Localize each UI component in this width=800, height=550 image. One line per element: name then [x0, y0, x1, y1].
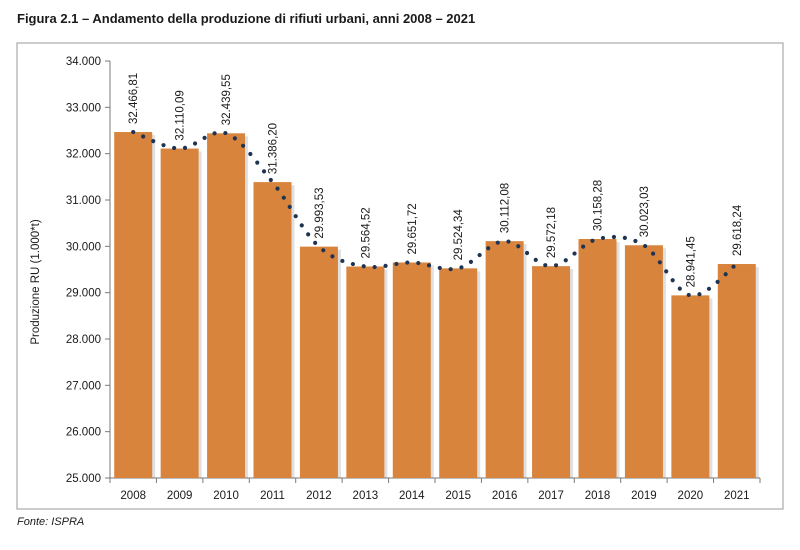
- bars: [114, 132, 759, 479]
- bar: [253, 182, 292, 478]
- y-tick-label: 31.000: [66, 195, 101, 207]
- y-tick-label: 34.000: [66, 56, 101, 68]
- y-tick-label: 27.000: [66, 380, 101, 392]
- x-tick-label: 2009: [167, 490, 193, 502]
- y-tick-label: 33.000: [66, 102, 101, 114]
- bar: [717, 264, 756, 478]
- data-label: 32.466,81: [128, 73, 140, 124]
- bar: [439, 268, 478, 478]
- bar: [532, 266, 571, 478]
- y-tick-label: 29.000: [66, 288, 101, 300]
- y-tick-label: 25.000: [66, 473, 101, 485]
- y-axis-label: Produzione RU (1.000*t): [30, 219, 42, 344]
- data-label: 29.618,24: [732, 204, 744, 256]
- data-label: 28.941,45: [685, 236, 697, 287]
- y-axis-ticks: 25.000 26.000 27.000 28.000 29.000 30.000 31.0…: [66, 56, 110, 485]
- data-label: 29.524,34: [453, 209, 465, 261]
- bar: [671, 295, 710, 478]
- x-tick-label: 2011: [260, 490, 285, 502]
- data-label: 29.572,18: [546, 207, 558, 258]
- data-label: 29.651,72: [407, 203, 419, 254]
- bar: [485, 241, 524, 478]
- x-tick-label: 2010: [213, 490, 239, 502]
- x-tick-label: 2013: [353, 490, 379, 502]
- data-label: 32.110,09: [175, 90, 187, 140]
- x-tick-label: 2021: [724, 490, 750, 502]
- data-label: 32.439,55: [221, 74, 233, 125]
- source-note: Fonte: ISPRA: [17, 516, 85, 528]
- figure-title: Figura 2.1 – Andamento della produzione …: [17, 11, 476, 26]
- data-label: 30.158,28: [593, 180, 605, 231]
- x-tick-label: 2019: [631, 490, 657, 502]
- data-label: 29.993,53: [314, 187, 326, 238]
- y-tick-label: 30.000: [66, 241, 101, 253]
- x-tick-label: 2020: [678, 490, 704, 502]
- data-label: 29.564,52: [360, 207, 372, 258]
- x-tick-label: 2016: [492, 490, 518, 502]
- bar: [207, 133, 246, 479]
- bar: [392, 262, 431, 478]
- bar: [624, 245, 663, 478]
- bar: [578, 238, 617, 478]
- x-tick-label: 2008: [120, 490, 146, 502]
- y-tick-label: 26.000: [66, 427, 101, 439]
- y-tick-label: 32.000: [66, 149, 101, 161]
- data-label: 30.023,03: [639, 186, 651, 237]
- x-tick-label: 2018: [585, 490, 611, 502]
- x-tick-label: 2015: [445, 490, 471, 502]
- bar: [299, 246, 338, 478]
- bar: [160, 148, 199, 478]
- x-axis-ticks: 2008 2009 2010 2011 2012 2013 2014 2015 2016 2017…: [109, 478, 761, 502]
- x-tick-label: 2014: [399, 490, 425, 502]
- bar: [114, 132, 153, 479]
- chart-frame: [16, 42, 784, 510]
- data-label: 31.386,20: [268, 123, 280, 174]
- data-labels: 32.466,81 32.110,09 32.439,55 31.386,20 29.9…: [128, 73, 744, 288]
- bar: [346, 266, 385, 478]
- x-tick-label: 2017: [538, 490, 564, 502]
- y-tick-label: 28.000: [66, 334, 101, 346]
- x-tick-label: 2012: [306, 490, 332, 502]
- data-label: 30.112,08: [500, 183, 512, 233]
